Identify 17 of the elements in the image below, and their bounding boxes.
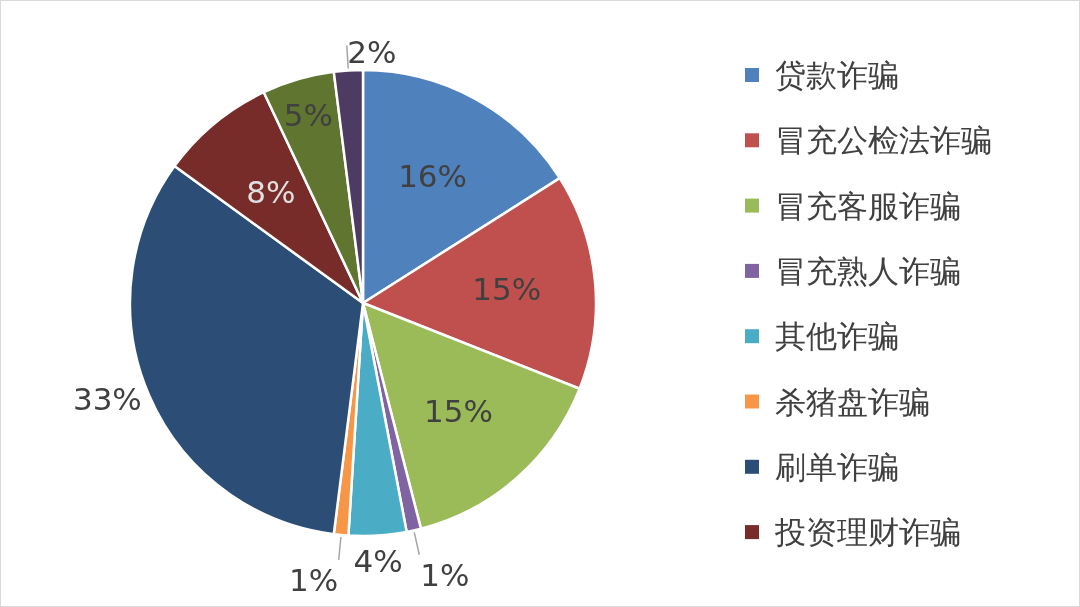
legend-label: 其他诈骗	[775, 318, 899, 355]
legend-label: 冒充客服诈骗	[775, 187, 961, 224]
data-label: 1%	[289, 561, 339, 598]
data-label: 1%	[420, 556, 470, 593]
legend-label: 冒充公检法诈骗	[775, 122, 992, 159]
data-label: 15%	[424, 393, 493, 430]
data-label: 8%	[246, 173, 296, 210]
data-label: 2%	[347, 34, 397, 71]
legend-label: 杀猪盘诈骗	[775, 383, 930, 420]
data-label: 4%	[353, 542, 403, 579]
legend-label: 投资理财诈骗	[774, 514, 961, 551]
data-label: 15%	[472, 271, 542, 308]
data-label: 16%	[398, 158, 468, 195]
data-label: 33%	[72, 380, 142, 417]
legend-label: 冒充熟人诈骗	[775, 252, 961, 289]
legend-label: 贷款诈骗	[775, 57, 899, 93]
legend-label: 刷单诈骗	[775, 448, 899, 485]
